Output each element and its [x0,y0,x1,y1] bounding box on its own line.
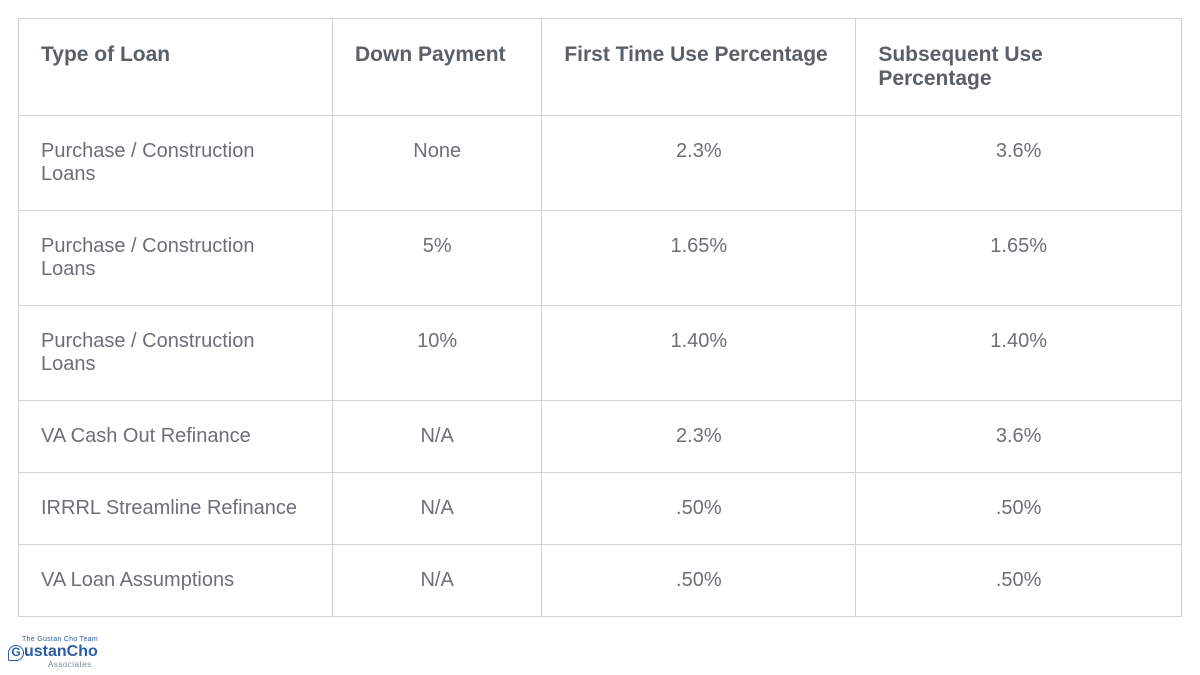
cell-first-time: 2.3% [542,116,856,211]
cell-subsequent: 1.65% [856,211,1182,306]
cell-first-time: 1.40% [542,306,856,401]
table-header: Type of Loan Down Payment First Time Use… [19,19,1182,116]
col-header-first-time: First Time Use Percentage [542,19,856,116]
cell-subsequent: 3.6% [856,401,1182,473]
logo-main: GustanCho [8,644,98,661]
cell-down-payment: None [333,116,542,211]
cell-loan-type: VA Loan Assumptions [19,545,333,617]
cell-first-time: .50% [542,545,856,617]
logo-subline: Associates [48,661,98,669]
col-header-down-payment: Down Payment [333,19,542,116]
cell-loan-type: VA Cash Out Refinance [19,401,333,473]
loan-fee-table: Type of Loan Down Payment First Time Use… [18,18,1182,617]
cell-subsequent: 3.6% [856,116,1182,211]
col-header-type: Type of Loan [19,19,333,116]
cell-subsequent: .50% [856,473,1182,545]
logo-main-text: ustanCho [24,643,98,660]
col-header-subsequent: Subsequent Use Percentage [856,19,1182,116]
cell-down-payment: N/A [333,545,542,617]
cell-down-payment: N/A [333,473,542,545]
cell-down-payment: N/A [333,401,542,473]
cell-loan-type: Purchase / Construction Loans [19,306,333,401]
cell-loan-type: IRRRL Streamline Refinance [19,473,333,545]
cell-first-time: .50% [542,473,856,545]
cell-down-payment: 10% [333,306,542,401]
cell-first-time: 2.3% [542,401,856,473]
table-row: Purchase / Construction Loans None 2.3% … [19,116,1182,211]
cell-subsequent: 1.40% [856,306,1182,401]
cell-loan-type: Purchase / Construction Loans [19,211,333,306]
table-body: Purchase / Construction Loans None 2.3% … [19,116,1182,617]
table-row: Purchase / Construction Loans 10% 1.40% … [19,306,1182,401]
table-row: Purchase / Construction Loans 5% 1.65% 1… [19,211,1182,306]
cell-subsequent: .50% [856,545,1182,617]
cell-first-time: 1.65% [542,211,856,306]
table-row: VA Cash Out Refinance N/A 2.3% 3.6% [19,401,1182,473]
cell-loan-type: Purchase / Construction Loans [19,116,333,211]
brand-logo: The Gustan Cho Team GustanCho Associates [8,636,98,669]
cell-down-payment: 5% [333,211,542,306]
table-row: VA Loan Assumptions N/A .50% .50% [19,545,1182,617]
table-row: IRRRL Streamline Refinance N/A .50% .50% [19,473,1182,545]
